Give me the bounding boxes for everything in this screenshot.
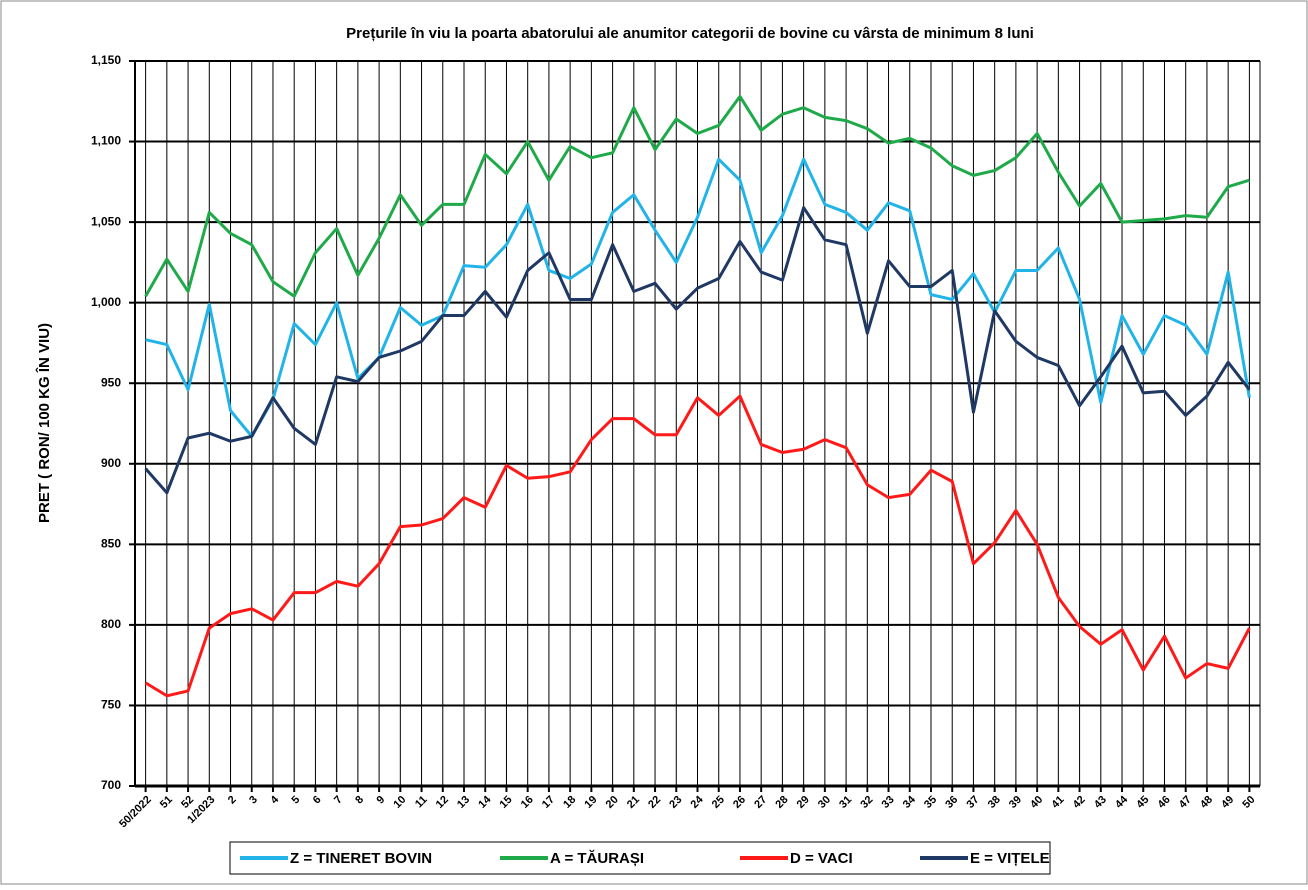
y-tick-label: 950 <box>101 375 121 389</box>
y-tick-label: 700 <box>101 778 121 792</box>
y-tick-label: 900 <box>101 456 121 470</box>
legend-label: E = VIȚELE <box>970 850 1050 867</box>
series-line <box>144 394 1251 698</box>
y-tick-label: 850 <box>101 537 121 551</box>
legend-label: Z = TINERET BOVIN <box>290 850 432 867</box>
legend-label: D = VACI <box>790 850 853 867</box>
y-tick-label: 800 <box>101 617 121 631</box>
series-line <box>145 157 1251 438</box>
y-tick-label: 1,050 <box>91 214 121 228</box>
y-tick-label: 1,100 <box>91 134 121 148</box>
series-line <box>144 94 1250 298</box>
series-line <box>144 206 1251 495</box>
y-axis-label: PRET ( RON/ 100 KG ÎN VIU) <box>35 323 53 523</box>
y-tick-label: 750 <box>101 698 121 712</box>
y-tick-label: 1,000 <box>91 295 121 309</box>
chart-title: Prețurile în viu la poarta abatorului al… <box>346 25 1034 42</box>
legend-label: A = TĂURAȘI <box>550 850 644 867</box>
legend <box>229 841 1051 875</box>
y-tick-label: 1,150 <box>91 53 121 67</box>
